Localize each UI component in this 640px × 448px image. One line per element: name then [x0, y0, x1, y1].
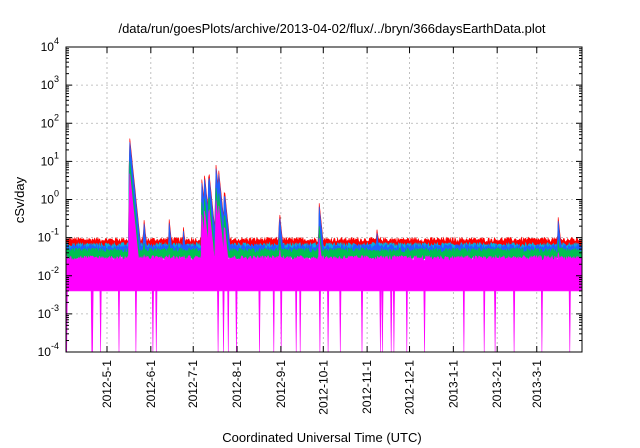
x-tick-label: 2012-10-1 — [316, 360, 330, 415]
y-tick-label: 102 — [41, 112, 59, 130]
y-tick-label: 10-3 — [38, 303, 59, 321]
x-axis: 2012-5-1 2012-6-1 2012-7-1 2012-8-1 2012-9-1… — [100, 47, 544, 415]
y-tick-label: 103 — [41, 74, 59, 92]
y-axis-label: cSv/day — [12, 176, 27, 223]
x-tick-label: 2012-11-1 — [360, 360, 374, 414]
series-layer — [65, 138, 583, 353]
chart-title: /data/run/goesPlots/archive/2013-04-02/f… — [118, 21, 545, 36]
y-tick-label: 10-2 — [38, 265, 59, 283]
y-tick-label: 10-4 — [38, 341, 59, 359]
y-axis: 10-4 10-3 10-2 10-1 100 101 102 103 104 — [38, 36, 582, 359]
x-tick-label: 2012-6-1 — [144, 360, 158, 408]
x-axis-label: Coordinated Universal Time (UTC) — [222, 430, 421, 445]
x-tick-label: 2012-7-1 — [186, 360, 200, 408]
x-tick-label: 2012-8-1 — [230, 360, 244, 408]
x-tick-label: 2013-2-1 — [490, 360, 504, 408]
x-tick-label: 2012-5-1 — [100, 360, 114, 408]
y-tick-label: 101 — [41, 150, 59, 168]
series-band-5 — [65, 173, 583, 353]
y-tick-label: 100 — [41, 189, 59, 207]
y-tick-label: 10-1 — [38, 227, 59, 245]
grid — [66, 47, 582, 352]
x-tick-label: 2013-3-1 — [530, 360, 544, 408]
x-tick-label: 2013-1-1 — [446, 360, 460, 408]
y-tick-label: 104 — [41, 36, 59, 54]
x-tick-label: 2012-9-1 — [274, 360, 288, 408]
x-tick-label: 2012-12-1 — [403, 360, 417, 415]
plot-frame — [65, 46, 583, 353]
